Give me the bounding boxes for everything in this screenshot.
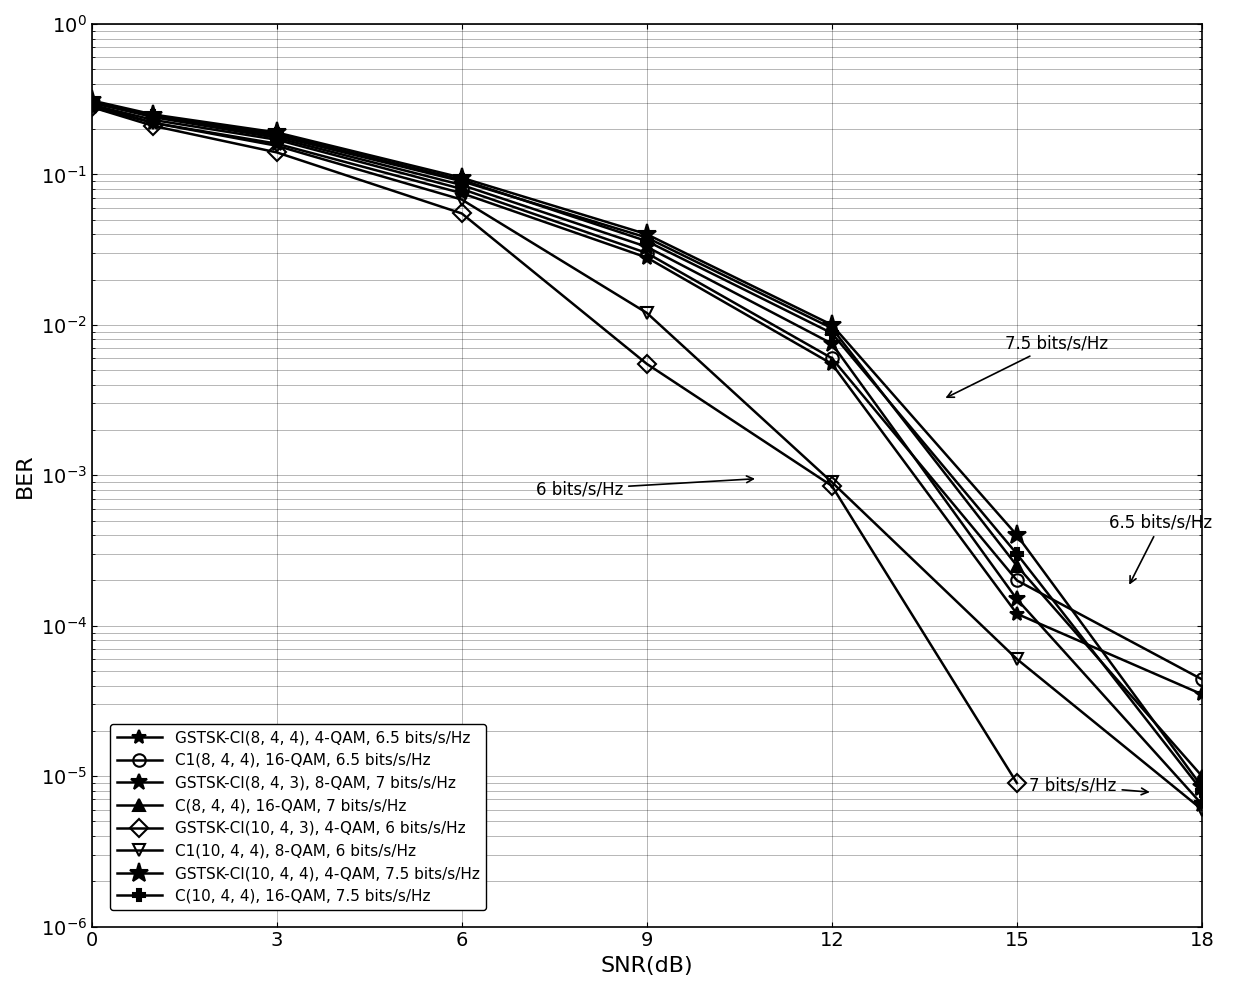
Text: 7 bits/s/Hz: 7 bits/s/Hz [1029,777,1148,795]
Line: C1(8, 4, 4), 16-QAM, 6.5 bits/s/Hz: C1(8, 4, 4), 16-QAM, 6.5 bits/s/Hz [86,98,1208,686]
GSTSK-CI(10, 4, 4), 4-QAM, 7.5 bits/s/Hz [640,228,655,240]
C(8, 4, 4), 16-QAM, 7 bits/s/Hz [146,110,161,122]
GSTSK-CI(8, 4, 4), 4-QAM, 6.5 bits/s/Hz [1009,607,1024,619]
GSTSK-CI(8, 4, 3), 8-QAM, 7 bits/s/Hz [825,338,839,350]
C1(10, 4, 4), 8-QAM, 6 bits/s/Hz [269,140,284,152]
C1(8, 4, 4), 16-QAM, 6.5 bits/s/Hz [825,352,839,364]
GSTSK-CI(10, 4, 3), 4-QAM, 6 bits/s/Hz [825,480,839,492]
C(8, 4, 4), 16-QAM, 7 bits/s/Hz [454,175,469,187]
C(8, 4, 4), 16-QAM, 7 bits/s/Hz [84,97,99,109]
GSTSK-CI(8, 4, 4), 4-QAM, 6.5 bits/s/Hz [825,358,839,370]
C(10, 4, 4), 16-QAM, 7.5 bits/s/Hz [454,173,469,185]
GSTSK-CI(8, 4, 3), 8-QAM, 7 bits/s/Hz [146,111,161,123]
C(10, 4, 4), 16-QAM, 7.5 bits/s/Hz [269,128,284,140]
Line: GSTSK-CI(10, 4, 4), 4-QAM, 7.5 bits/s/Hz: GSTSK-CI(10, 4, 4), 4-QAM, 7.5 bits/s/Hz [82,91,1211,797]
GSTSK-CI(10, 4, 3), 4-QAM, 6 bits/s/Hz [146,120,161,132]
C(10, 4, 4), 16-QAM, 7.5 bits/s/Hz [1194,785,1209,797]
Line: GSTSK-CI(8, 4, 4), 4-QAM, 6.5 bits/s/Hz: GSTSK-CI(8, 4, 4), 4-QAM, 6.5 bits/s/Hz [84,100,1209,702]
GSTSK-CI(10, 4, 4), 4-QAM, 7.5 bits/s/Hz [269,127,284,139]
GSTSK-CI(10, 4, 4), 4-QAM, 7.5 bits/s/Hz [84,94,99,106]
Line: GSTSK-CI(10, 4, 3), 4-QAM, 6 bits/s/Hz: GSTSK-CI(10, 4, 3), 4-QAM, 6 bits/s/Hz [86,101,1023,789]
GSTSK-CI(10, 4, 4), 4-QAM, 7.5 bits/s/Hz [1194,781,1209,793]
C1(10, 4, 4), 8-QAM, 6 bits/s/Hz [1009,653,1024,665]
C(8, 4, 4), 16-QAM, 7 bits/s/Hz [1009,560,1024,572]
GSTSK-CI(8, 4, 3), 8-QAM, 7 bits/s/Hz [640,241,655,253]
C1(8, 4, 4), 16-QAM, 6.5 bits/s/Hz [84,99,99,111]
C(10, 4, 4), 16-QAM, 7.5 bits/s/Hz [84,97,99,109]
GSTSK-CI(10, 4, 3), 4-QAM, 6 bits/s/Hz [84,101,99,113]
C(8, 4, 4), 16-QAM, 7 bits/s/Hz [1194,770,1209,782]
C1(8, 4, 4), 16-QAM, 6.5 bits/s/Hz [1194,674,1209,686]
GSTSK-CI(10, 4, 3), 4-QAM, 6 bits/s/Hz [640,358,655,370]
C(10, 4, 4), 16-QAM, 7.5 bits/s/Hz [1009,548,1024,560]
C1(10, 4, 4), 8-QAM, 6 bits/s/Hz [640,307,655,319]
C1(10, 4, 4), 8-QAM, 6 bits/s/Hz [454,193,469,205]
C1(8, 4, 4), 16-QAM, 6.5 bits/s/Hz [454,183,469,195]
Legend: GSTSK-CI(8, 4, 4), 4-QAM, 6.5 bits/s/Hz, C1(8, 4, 4), 16-QAM, 6.5 bits/s/Hz, GST: GSTSK-CI(8, 4, 4), 4-QAM, 6.5 bits/s/Hz,… [110,724,486,910]
Y-axis label: BER: BER [15,453,35,497]
GSTSK-CI(8, 4, 3), 8-QAM, 7 bits/s/Hz [84,97,99,109]
GSTSK-CI(10, 4, 3), 4-QAM, 6 bits/s/Hz [454,207,469,219]
C(10, 4, 4), 16-QAM, 7.5 bits/s/Hz [825,327,839,339]
GSTSK-CI(10, 4, 4), 4-QAM, 7.5 bits/s/Hz [825,319,839,331]
GSTSK-CI(8, 4, 4), 4-QAM, 6.5 bits/s/Hz [269,138,284,150]
GSTSK-CI(8, 4, 4), 4-QAM, 6.5 bits/s/Hz [454,187,469,199]
GSTSK-CI(8, 4, 3), 8-QAM, 7 bits/s/Hz [269,132,284,144]
GSTSK-CI(10, 4, 4), 4-QAM, 7.5 bits/s/Hz [454,171,469,183]
C1(10, 4, 4), 8-QAM, 6 bits/s/Hz [84,99,99,111]
GSTSK-CI(10, 4, 3), 4-QAM, 6 bits/s/Hz [1009,777,1024,789]
GSTSK-CI(8, 4, 3), 8-QAM, 7 bits/s/Hz [1194,799,1209,811]
C1(10, 4, 4), 8-QAM, 6 bits/s/Hz [146,117,161,129]
GSTSK-CI(8, 4, 3), 8-QAM, 7 bits/s/Hz [1009,594,1024,606]
C1(10, 4, 4), 8-QAM, 6 bits/s/Hz [1194,804,1209,816]
C(10, 4, 4), 16-QAM, 7.5 bits/s/Hz [146,110,161,122]
Line: C(10, 4, 4), 16-QAM, 7.5 bits/s/Hz: C(10, 4, 4), 16-QAM, 7.5 bits/s/Hz [86,96,1208,797]
C(8, 4, 4), 16-QAM, 7 bits/s/Hz [640,232,655,244]
GSTSK-CI(8, 4, 4), 4-QAM, 6.5 bits/s/Hz [84,101,99,113]
Line: C1(10, 4, 4), 8-QAM, 6 bits/s/Hz: C1(10, 4, 4), 8-QAM, 6 bits/s/Hz [86,98,1208,816]
GSTSK-CI(8, 4, 4), 4-QAM, 6.5 bits/s/Hz [146,117,161,129]
Line: GSTSK-CI(8, 4, 3), 8-QAM, 7 bits/s/Hz: GSTSK-CI(8, 4, 3), 8-QAM, 7 bits/s/Hz [83,94,1210,813]
C(10, 4, 4), 16-QAM, 7.5 bits/s/Hz [640,235,655,247]
C1(8, 4, 4), 16-QAM, 6.5 bits/s/Hz [269,134,284,146]
GSTSK-CI(8, 4, 4), 4-QAM, 6.5 bits/s/Hz [640,252,655,264]
GSTSK-CI(8, 4, 4), 4-QAM, 6.5 bits/s/Hz [1194,689,1209,701]
GSTSK-CI(10, 4, 4), 4-QAM, 7.5 bits/s/Hz [1009,529,1024,541]
GSTSK-CI(8, 4, 3), 8-QAM, 7 bits/s/Hz [454,179,469,191]
C(8, 4, 4), 16-QAM, 7 bits/s/Hz [825,322,839,334]
X-axis label: SNR(dB): SNR(dB) [600,956,693,976]
C1(10, 4, 4), 8-QAM, 6 bits/s/Hz [825,477,839,489]
C1(8, 4, 4), 16-QAM, 6.5 bits/s/Hz [640,247,655,259]
C1(8, 4, 4), 16-QAM, 6.5 bits/s/Hz [1009,575,1024,587]
GSTSK-CI(10, 4, 4), 4-QAM, 7.5 bits/s/Hz [146,109,161,121]
C1(8, 4, 4), 16-QAM, 6.5 bits/s/Hz [146,114,161,126]
C(8, 4, 4), 16-QAM, 7 bits/s/Hz [269,130,284,142]
Text: 6 bits/s/Hz: 6 bits/s/Hz [536,476,753,498]
GSTSK-CI(10, 4, 3), 4-QAM, 6 bits/s/Hz [269,147,284,159]
Text: 7.5 bits/s/Hz: 7.5 bits/s/Hz [947,334,1107,397]
Line: C(8, 4, 4), 16-QAM, 7 bits/s/Hz: C(8, 4, 4), 16-QAM, 7 bits/s/Hz [86,96,1208,782]
Text: 6.5 bits/s/Hz: 6.5 bits/s/Hz [1110,513,1213,583]
